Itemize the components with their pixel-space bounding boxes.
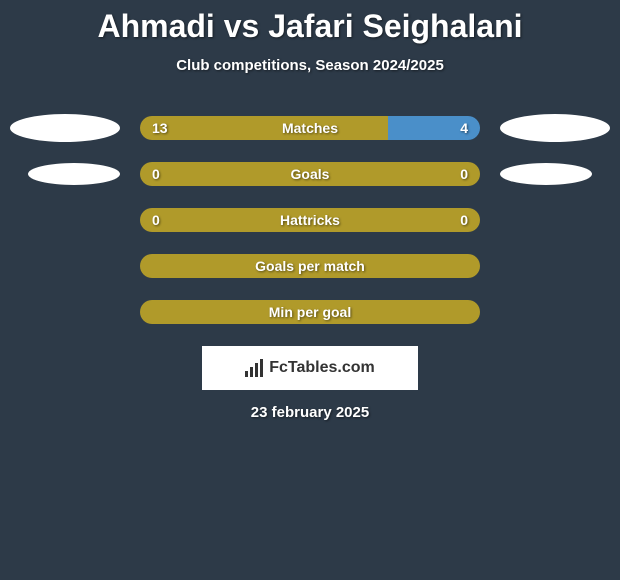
player-right-marker xyxy=(500,163,592,185)
chart-icon xyxy=(245,359,263,377)
stat-bar-min-per-goal: Min per goal xyxy=(140,300,480,324)
stat-bar-goals-per-match: Goals per match xyxy=(140,254,480,278)
stat-row-min-per-goal: Min per goal xyxy=(0,300,620,324)
stat-bar-goals: 0 Goals 0 xyxy=(140,162,480,186)
stat-label: Min per goal xyxy=(269,304,351,320)
stat-value-right: 0 xyxy=(460,212,468,228)
stat-row-goals-per-match: Goals per match xyxy=(0,254,620,278)
stat-value-right: 0 xyxy=(460,166,468,182)
comparison-infographic: Ahmadi vs Jafari Seighalani Club competi… xyxy=(0,0,620,421)
stat-value-left: 13 xyxy=(152,120,168,136)
stat-row-matches: 13 Matches 4 xyxy=(0,116,620,140)
stat-value-left: 0 xyxy=(152,212,160,228)
stat-value-left: 0 xyxy=(152,166,160,182)
stat-row-goals: 0 Goals 0 xyxy=(0,162,620,186)
date-text: 23 february 2025 xyxy=(0,404,620,421)
stat-row-hattricks: 0 Hattricks 0 xyxy=(0,208,620,232)
stat-label: Hattricks xyxy=(280,212,340,228)
brand-text: FcTables.com xyxy=(269,359,375,377)
stat-label: Goals per match xyxy=(255,258,365,274)
page-title: Ahmadi vs Jafari Seighalani xyxy=(0,8,620,45)
stat-label: Matches xyxy=(282,120,338,136)
stat-bar-hattricks: 0 Hattricks 0 xyxy=(140,208,480,232)
stat-value-right: 4 xyxy=(460,120,468,136)
player-left-marker xyxy=(28,163,120,185)
brand-box: FcTables.com xyxy=(202,346,418,390)
subtitle: Club competitions, Season 2024/2025 xyxy=(0,57,620,74)
player-right-marker xyxy=(500,114,610,142)
player-left-marker xyxy=(10,114,120,142)
stat-label: Goals xyxy=(291,166,330,182)
stat-bar-matches: 13 Matches 4 xyxy=(140,116,480,140)
bar-segment-left xyxy=(140,116,388,140)
